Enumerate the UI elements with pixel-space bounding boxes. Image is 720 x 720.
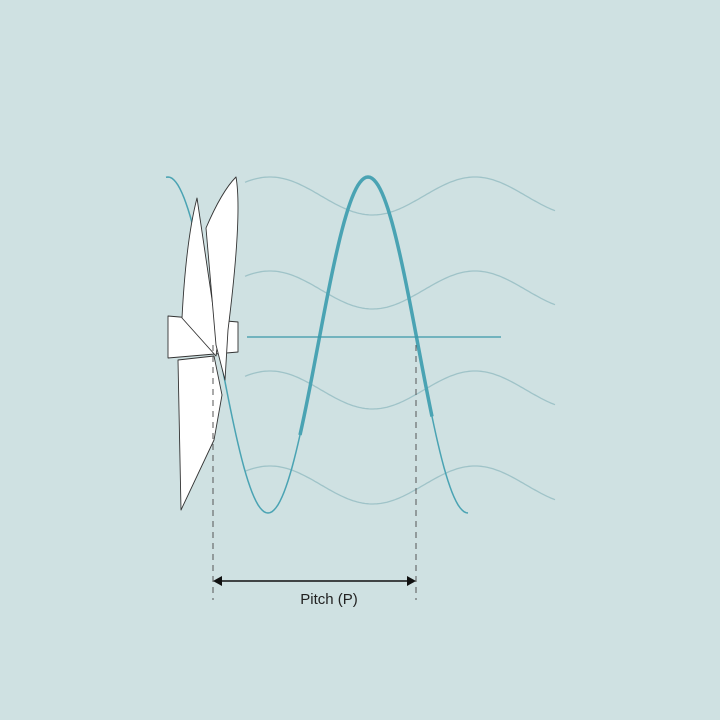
blade-upper <box>205 176 239 381</box>
background-wave <box>244 370 556 410</box>
propeller <box>167 176 239 511</box>
background-wave <box>244 270 556 310</box>
background-waves <box>244 176 556 505</box>
background-wave <box>244 176 556 216</box>
blade-left <box>181 197 219 357</box>
pitch-guides <box>212 345 417 600</box>
pitch-arrow <box>213 576 416 586</box>
helix-curve-front <box>298 175 434 436</box>
background-wave <box>244 465 556 505</box>
pitch-label: Pitch (P) <box>300 591 358 608</box>
blade-lower <box>177 355 223 511</box>
arrow-head-right <box>407 576 416 586</box>
arrow-head-left <box>213 576 222 586</box>
